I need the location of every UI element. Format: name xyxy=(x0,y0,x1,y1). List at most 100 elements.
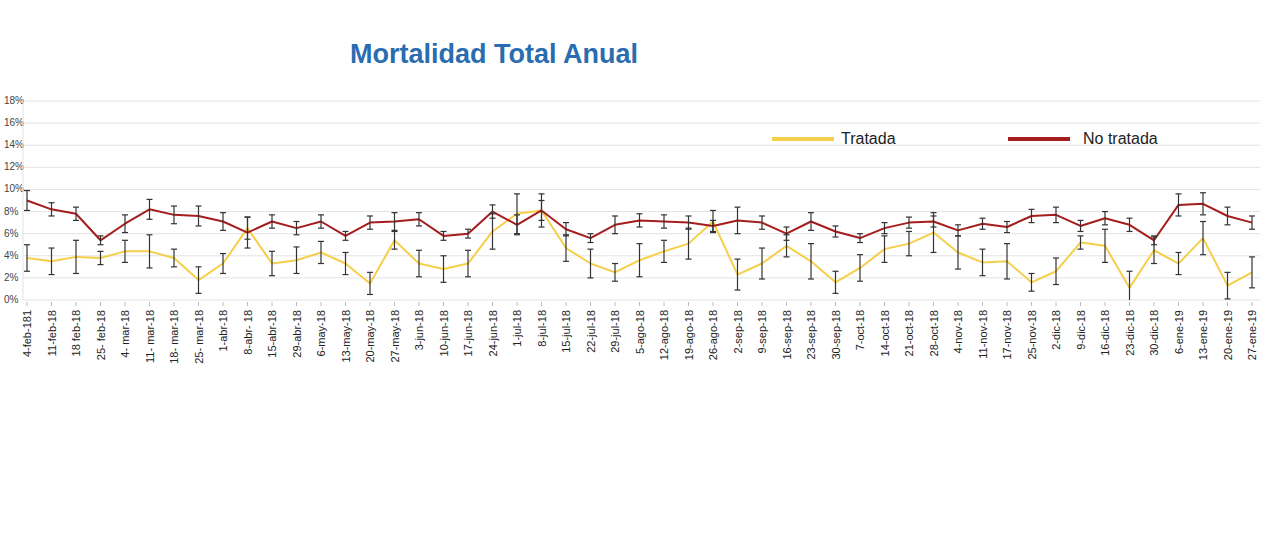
error-bar xyxy=(269,251,275,275)
error-cap xyxy=(563,222,569,223)
x-tick-label: 1-jul-18 xyxy=(511,310,523,347)
error-cap xyxy=(857,233,863,234)
error-stem xyxy=(173,206,174,224)
error-cap xyxy=(759,215,765,216)
error-bar xyxy=(931,213,937,253)
legend: TratadaNo tratada xyxy=(772,130,1158,147)
error-bar xyxy=(490,205,496,218)
x-tick xyxy=(933,302,934,306)
error-cap xyxy=(441,282,447,283)
error-stem xyxy=(1129,271,1130,300)
error-bar xyxy=(833,271,839,293)
y-tick-label: 18% xyxy=(4,95,24,106)
x-tick-label: 25-nov-18 xyxy=(1026,310,1038,360)
error-bar xyxy=(122,240,128,262)
error-cap xyxy=(245,216,251,217)
error-cap xyxy=(588,242,594,243)
error-cap xyxy=(1004,221,1010,222)
error-bar xyxy=(1200,222,1206,255)
error-stem xyxy=(614,216,615,234)
y-tick-label: 10% xyxy=(4,183,24,194)
error-cap xyxy=(1225,272,1231,273)
error-bar xyxy=(514,215,520,235)
error-stem xyxy=(712,220,713,231)
error-cap xyxy=(367,294,373,295)
error-stem xyxy=(810,244,811,279)
error-cap xyxy=(1102,224,1108,225)
error-cap xyxy=(416,250,422,251)
error-cap xyxy=(1053,207,1059,208)
x-tick-label: 8-jul-18 xyxy=(536,310,548,347)
error-cap xyxy=(220,230,226,231)
x-tick-label: 15-jul-18 xyxy=(560,310,572,353)
error-stem xyxy=(418,213,419,226)
error-bar xyxy=(539,194,545,227)
grid-line xyxy=(23,300,1260,301)
error-cap xyxy=(661,214,667,215)
x-tick xyxy=(468,302,469,306)
error-bar xyxy=(98,236,104,245)
error-cap xyxy=(196,293,202,294)
x-tick xyxy=(762,302,763,306)
x-tick xyxy=(370,302,371,306)
x-tick-label: 13-may-18 xyxy=(340,310,352,363)
error-stem xyxy=(1031,209,1032,222)
error-cap xyxy=(490,204,496,205)
error-bar xyxy=(220,254,226,274)
error-cap xyxy=(392,212,398,213)
error-cap xyxy=(1176,252,1182,253)
error-bar xyxy=(906,231,912,255)
error-stem xyxy=(271,215,272,228)
y-tick-label: 16% xyxy=(4,117,24,128)
error-bar xyxy=(441,231,447,240)
x-tick xyxy=(247,302,248,306)
error-bar xyxy=(1249,216,1255,229)
error-cap xyxy=(955,268,961,269)
error-cap xyxy=(882,235,888,236)
error-bar xyxy=(1249,257,1255,288)
error-bar xyxy=(196,206,202,226)
legend-label: Tratada xyxy=(841,130,896,147)
y-tick-label: 2% xyxy=(4,272,19,283)
error-cap xyxy=(759,278,765,279)
error-cap xyxy=(612,233,618,234)
error-bar xyxy=(73,240,79,273)
x-tick-label: 9-dic-18 xyxy=(1075,310,1087,350)
grid-line xyxy=(23,145,1260,146)
error-cap xyxy=(343,274,349,275)
error-bar xyxy=(686,216,692,229)
x-tick-label: 11-nov-18 xyxy=(977,310,989,359)
error-stem xyxy=(467,229,468,238)
error-cap xyxy=(1176,274,1182,275)
error-cap xyxy=(808,243,814,244)
error-cap xyxy=(73,207,79,208)
x-tick-label: 29-jul-18 xyxy=(609,310,621,353)
x-tick xyxy=(590,302,591,306)
error-bar xyxy=(98,251,104,264)
error-cap xyxy=(122,262,128,263)
error-cap xyxy=(931,226,937,227)
error-cap xyxy=(416,212,422,213)
error-bar xyxy=(857,255,863,282)
error-bar xyxy=(441,256,447,283)
error-cap xyxy=(171,223,177,224)
error-stem xyxy=(982,218,983,229)
error-bar xyxy=(220,213,226,231)
error-bar xyxy=(955,225,961,236)
error-stem xyxy=(198,206,199,226)
error-cap xyxy=(220,253,226,254)
x-tick xyxy=(541,302,542,306)
error-stem xyxy=(443,256,444,283)
error-cap xyxy=(686,215,692,216)
error-cap xyxy=(784,226,790,227)
error-bar xyxy=(710,220,716,231)
grid-line xyxy=(23,167,1260,168)
error-cap xyxy=(637,243,643,244)
error-cap xyxy=(392,230,398,231)
x-tick-label: 25- feb-18 xyxy=(95,310,107,360)
error-cap xyxy=(833,293,839,294)
error-bar xyxy=(1151,236,1157,245)
x-tick xyxy=(1056,302,1057,306)
error-bar xyxy=(686,228,692,259)
error-cap xyxy=(1151,235,1157,236)
